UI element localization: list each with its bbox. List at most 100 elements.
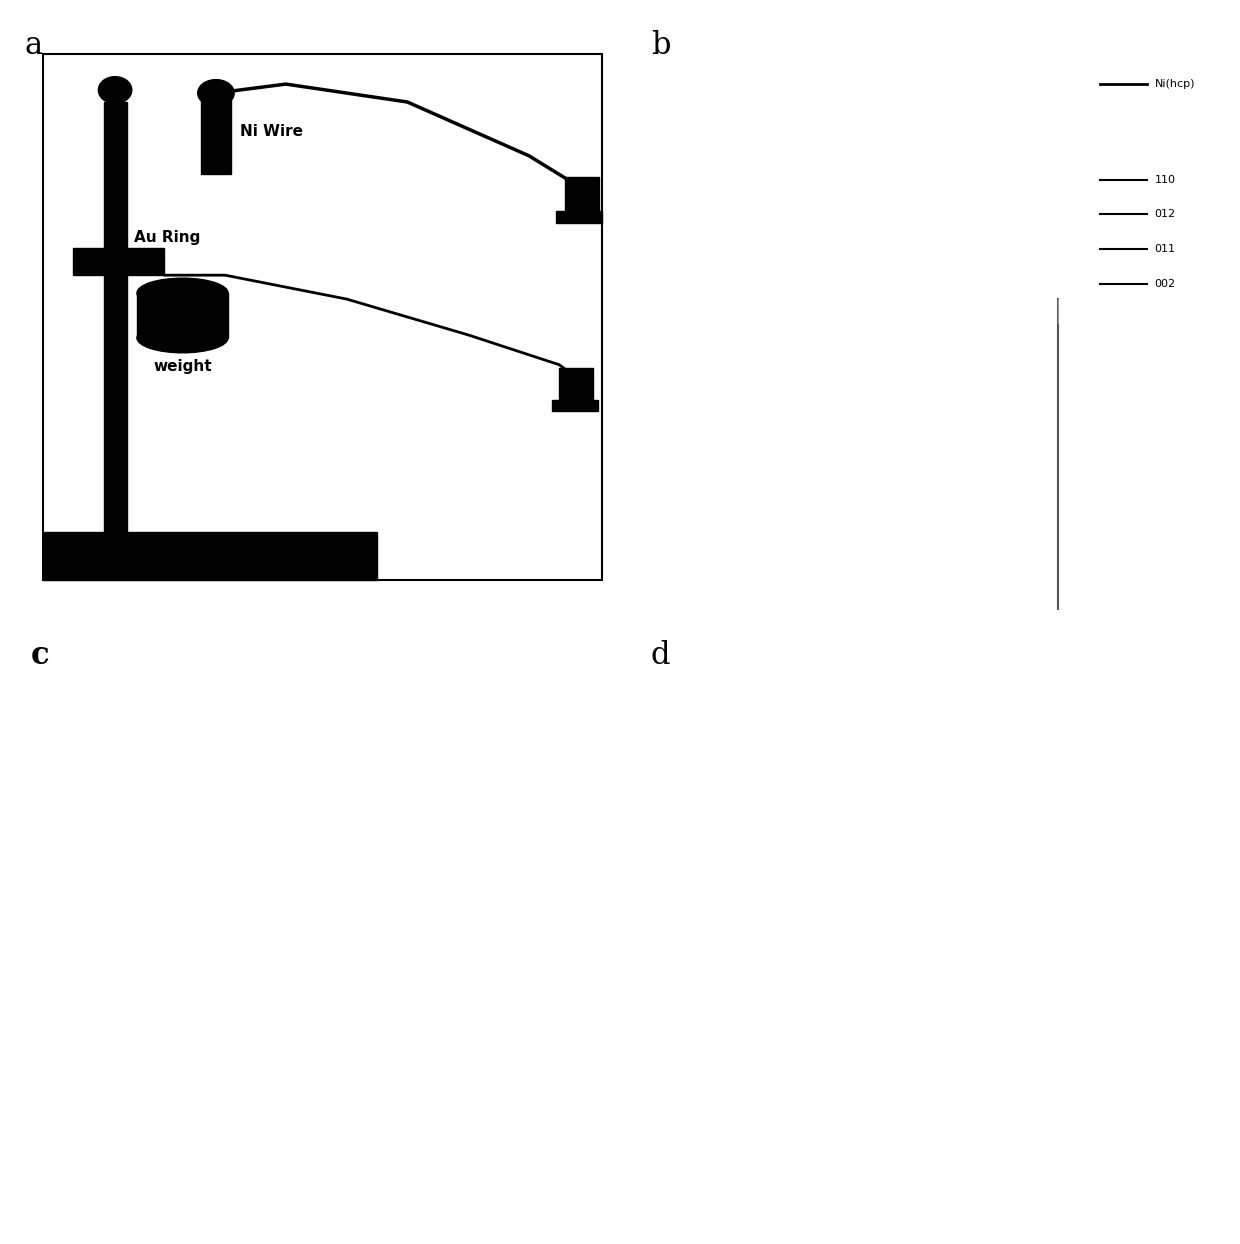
Point — [454, 947, 474, 967]
Point — [140, 826, 160, 846]
Point — [272, 914, 291, 934]
Point — [346, 944, 366, 964]
Point — [60, 763, 79, 782]
Point — [104, 819, 124, 838]
Point — [148, 840, 167, 860]
Point — [921, 450, 941, 470]
Point — [238, 901, 258, 921]
Point — [288, 897, 308, 917]
Point — [466, 931, 486, 950]
Point — [418, 963, 438, 983]
Point — [894, 296, 914, 316]
Point — [249, 894, 269, 914]
Point — [352, 931, 372, 950]
Point — [412, 972, 432, 991]
Point — [174, 814, 193, 833]
Point — [346, 926, 366, 945]
Point — [243, 902, 263, 922]
Point — [104, 780, 124, 800]
Point — [461, 957, 481, 977]
Point — [398, 973, 418, 993]
Point — [305, 907, 325, 927]
Bar — [42, 532, 377, 580]
Point — [875, 173, 895, 193]
Point — [47, 759, 67, 779]
Point — [263, 918, 283, 938]
Point — [250, 865, 270, 884]
Point — [476, 984, 496, 1004]
Point — [423, 975, 443, 995]
Point — [22, 726, 42, 746]
Point — [201, 943, 221, 963]
Point — [479, 950, 498, 970]
Point — [38, 740, 58, 760]
Point — [910, 418, 930, 438]
Point — [57, 760, 77, 780]
Point — [312, 929, 332, 949]
Point — [108, 821, 128, 841]
Point — [399, 954, 419, 974]
Point — [900, 321, 920, 341]
Point — [898, 289, 918, 309]
Point — [322, 931, 342, 950]
Point — [310, 1015, 330, 1035]
Point — [203, 857, 223, 877]
Point — [42, 733, 62, 753]
Point — [48, 738, 68, 758]
Point — [410, 944, 430, 964]
Point — [459, 950, 479, 970]
Point — [6, 695, 26, 715]
Point — [123, 790, 143, 810]
Point — [258, 870, 278, 889]
Point — [538, 975, 558, 995]
Point — [112, 792, 131, 812]
Point — [144, 928, 164, 948]
Point — [352, 928, 372, 948]
Point — [196, 850, 216, 870]
Point — [361, 1010, 381, 1030]
Point — [505, 974, 525, 994]
Point — [167, 829, 187, 848]
Point — [151, 863, 171, 883]
Text: c: c — [31, 641, 50, 672]
Point — [267, 877, 286, 897]
Point — [268, 902, 288, 922]
Point — [260, 972, 280, 991]
Point — [374, 929, 394, 949]
Point — [410, 984, 430, 1004]
Point — [396, 938, 415, 958]
Point — [243, 944, 263, 964]
Point — [250, 870, 270, 889]
Point — [83, 794, 103, 814]
Point — [37, 756, 57, 776]
Point — [41, 796, 61, 816]
Point — [149, 943, 169, 963]
Text: weight: weight — [154, 358, 212, 373]
Ellipse shape — [838, 1163, 852, 1178]
Point — [10, 698, 30, 718]
Point — [424, 967, 444, 986]
Point — [932, 585, 952, 605]
Point — [202, 851, 222, 871]
Point — [238, 963, 258, 983]
Point — [33, 739, 53, 759]
Point — [554, 989, 574, 1009]
Point — [64, 778, 84, 797]
Point — [376, 965, 396, 985]
Point — [557, 973, 577, 993]
Point — [317, 922, 337, 942]
Point — [98, 795, 118, 815]
Point — [236, 880, 255, 899]
Point — [72, 881, 92, 901]
Point — [38, 759, 58, 779]
Point — [377, 935, 397, 955]
Point — [224, 891, 244, 911]
Point — [206, 857, 226, 877]
Point — [893, 295, 913, 315]
Point — [145, 815, 165, 835]
Point — [122, 821, 141, 841]
Point — [350, 974, 370, 994]
Point — [238, 871, 258, 891]
Point — [869, 189, 889, 209]
Point — [222, 853, 242, 873]
